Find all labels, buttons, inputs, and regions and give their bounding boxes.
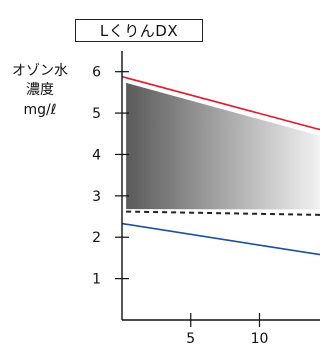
- dashed-reference-line: [126, 210, 320, 216]
- x-tick-label-10: 10: [251, 331, 269, 347]
- concentration-range-band: [126, 82, 320, 210]
- y-axis-label-line-2: 濃度: [26, 82, 54, 98]
- y-axis-label-line-3: mg/ℓ: [23, 102, 57, 118]
- y-tick-label-6: 6: [92, 65, 101, 81]
- y-tick-label-3: 3: [92, 189, 101, 205]
- y-axis-label-line-1: オゾン水: [12, 63, 68, 79]
- x-tick-label-5: 5: [186, 331, 195, 347]
- y-tick-label-5: 5: [92, 106, 101, 122]
- chart-title: LくりんDX: [75, 19, 203, 42]
- y-tick-label-4: 4: [92, 147, 101, 163]
- series-line-1: [121, 75, 320, 131]
- y-tick-label-1: 1: [92, 272, 101, 288]
- series-line-2: [121, 222, 320, 256]
- y-tick-label-2: 2: [92, 230, 101, 246]
